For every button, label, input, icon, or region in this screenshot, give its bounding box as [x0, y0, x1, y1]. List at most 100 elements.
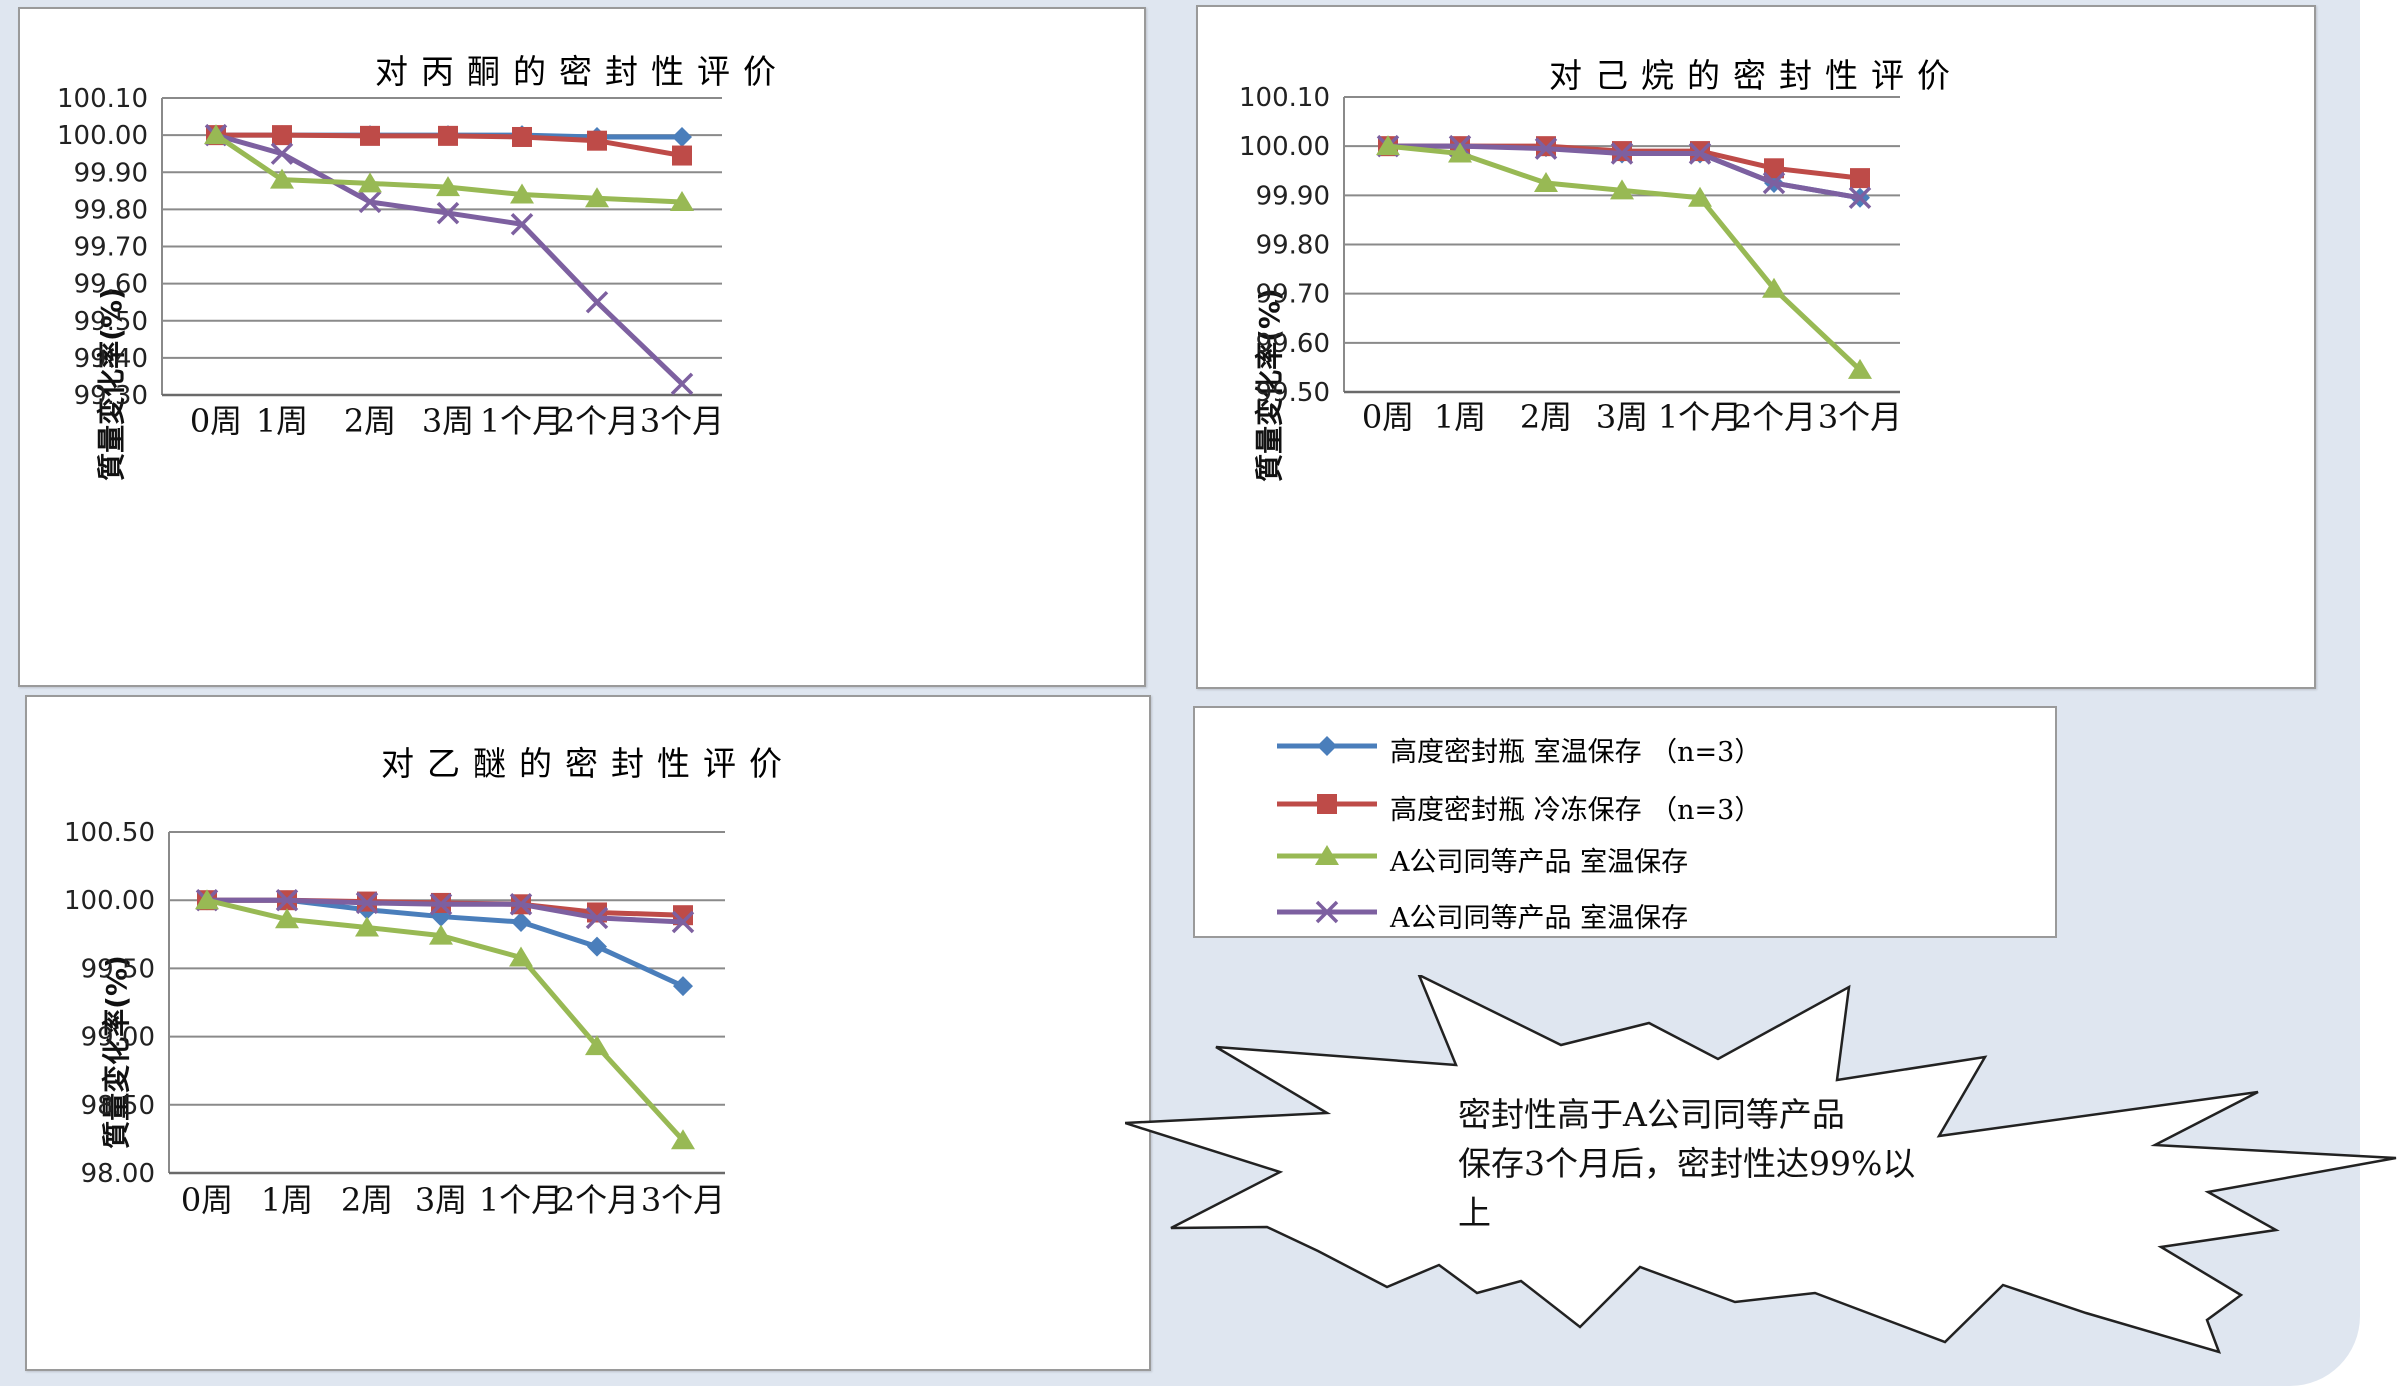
data-point	[1688, 142, 1712, 165]
data-point	[670, 372, 694, 396]
y-tick-label: 99.50	[81, 954, 155, 984]
data-point	[1315, 845, 1339, 865]
x-tick-label: 1周	[261, 1181, 313, 1219]
x-tick-label: 2周	[344, 402, 396, 440]
x-tick-label: 2个月	[555, 1181, 639, 1219]
legend-label: A公司同等产品 室温保存	[1390, 847, 1689, 878]
legend-entry: 高度密封瓶 室温保存 （n=3）	[1195, 726, 2055, 768]
data-point	[355, 891, 379, 915]
legend-label: 高度密封瓶 室温保存 （n=3）	[1390, 737, 1762, 768]
data-series	[195, 888, 695, 934]
data-point	[587, 130, 607, 151]
x-tick-label: 0周	[190, 402, 242, 440]
callout-line: 上	[1458, 1193, 1491, 1232]
data-point	[1762, 171, 1786, 195]
x-tick-label: 2周	[341, 1181, 393, 1219]
y-tick-label: 99.30	[74, 381, 148, 411]
data-point	[1376, 135, 1400, 156]
y-tick-label: 98.50	[81, 1091, 155, 1121]
series-line	[1385, 143, 1863, 373]
x-tick-label: 1个月	[479, 1181, 563, 1219]
data-point	[1534, 172, 1558, 193]
data-point	[1610, 142, 1634, 165]
x-tick-label: 0周	[181, 1181, 233, 1219]
data-point	[1848, 186, 1872, 210]
legend-entry: A公司同等产品 室温保存	[1195, 836, 2055, 878]
y-tick-label: 98.00	[81, 1159, 155, 1189]
chart-hexane-panel: 对己烷的密封性评价 質量変化率(%) 99.50 99.60 99.70 99.80 9…	[1196, 5, 2316, 689]
x-tick-label: 3周	[1596, 398, 1648, 436]
data-point	[673, 976, 693, 997]
data-series	[195, 889, 695, 1150]
data-point	[195, 889, 219, 910]
legend-marker-diamond-icon	[1277, 736, 1377, 756]
data-point	[509, 893, 533, 916]
y-tick-label: 99.50	[74, 307, 148, 337]
y-tick-label: 99.70	[74, 233, 148, 263]
data-point	[1534, 137, 1558, 160]
y-tick-label: 99.40	[74, 344, 148, 374]
callout-starburst	[1125, 975, 2397, 1354]
data-point	[510, 212, 534, 236]
y-tick-label: 100.10	[1239, 83, 1330, 113]
y-tick-label: 99.90	[1256, 181, 1330, 211]
data-point	[672, 126, 692, 147]
y-tick-label: 100.50	[64, 818, 155, 848]
chart-legend: 高度密封瓶 室温保存 （n=3） 高度密封瓶 冷冻保存 （n=3） A公司同等产…	[1193, 706, 2057, 938]
data-point	[671, 910, 695, 934]
data-point	[585, 906, 609, 930]
x-tick-label: 3个月	[641, 1181, 725, 1219]
chart-title: 对乙醚的密封性评价	[381, 744, 795, 783]
y-tick-label: 100.00	[64, 886, 155, 916]
data-point	[438, 125, 458, 146]
callout-text: 密封性高于A公司同等产品 保存3个月后，密封性达99%以 上	[1458, 1090, 1988, 1237]
callout-line: 密封性高于A公司同等产品	[1458, 1095, 1845, 1134]
y-tick-label: 99.90	[74, 158, 148, 188]
chart-plot: 99.30 99.40 99.50 99.60 99.70 99.80 99.90 100.0…	[57, 84, 724, 440]
data-point	[587, 936, 607, 957]
x-tick-label: 0周	[1362, 398, 1414, 436]
data-point	[1688, 186, 1712, 207]
data-point	[585, 187, 609, 208]
x-tick-label: 1个月	[480, 402, 564, 440]
data-series	[204, 124, 694, 211]
chart-plot: 98.00 98.50 99.00 99.50 100.00 100.50 0周 1周 2周 3周…	[64, 818, 725, 1219]
data-point	[1610, 179, 1634, 200]
chart-ether-panel: 对乙醚的密封性评价 質量変化率(%) 98.00 98.50 99.00 99.50 1…	[25, 695, 1151, 1371]
x-tick-label: 1周	[256, 402, 308, 440]
x-tick-label: 1周	[1434, 398, 1486, 436]
y-tick-label: 99.50	[1256, 378, 1330, 408]
data-point	[272, 125, 292, 146]
data-point	[511, 912, 531, 933]
x-tick-label: 2个月	[555, 402, 639, 440]
y-tick-label: 100.00	[57, 121, 148, 151]
chart-acetone-panel: 对丙酮的密封性评价 質量変化率(%) 99.30 99.40 99.50 99.60 9…	[18, 7, 1146, 687]
data-point	[436, 201, 460, 225]
data-point	[429, 924, 453, 945]
data-point	[1850, 168, 1870, 189]
data-point	[358, 172, 382, 193]
chart-title: 对丙酮的密封性评价	[375, 52, 789, 91]
data-point	[585, 290, 609, 314]
x-tick-label: 3周	[415, 1181, 467, 1219]
data-point	[1317, 794, 1337, 814]
legend-label: A公司同等产品 室温保存	[1390, 903, 1689, 934]
data-series	[204, 123, 694, 396]
legend-entry: A公司同等产品 室温保存	[1195, 892, 2055, 934]
data-point	[270, 168, 294, 189]
data-series	[206, 125, 692, 166]
x-tick-label: 3周	[422, 402, 474, 440]
y-tick-label: 99.80	[1256, 231, 1330, 261]
chart-title: 对己烷的密封性评价	[1549, 56, 1963, 95]
data-point	[275, 888, 299, 912]
data-point	[672, 145, 692, 166]
x-tick-label: 2周	[1520, 398, 1572, 436]
y-tick-label: 99.70	[1256, 280, 1330, 310]
y-tick-label: 100.00	[1239, 132, 1330, 162]
data-point	[585, 1035, 609, 1056]
data-point	[270, 142, 294, 165]
chart-plot: 99.50 99.60 99.70 99.80 99.90 100.00 100.10 0周 1…	[1239, 83, 1902, 436]
data-point	[355, 916, 379, 937]
data-point	[204, 124, 228, 145]
data-point	[1764, 158, 1784, 179]
